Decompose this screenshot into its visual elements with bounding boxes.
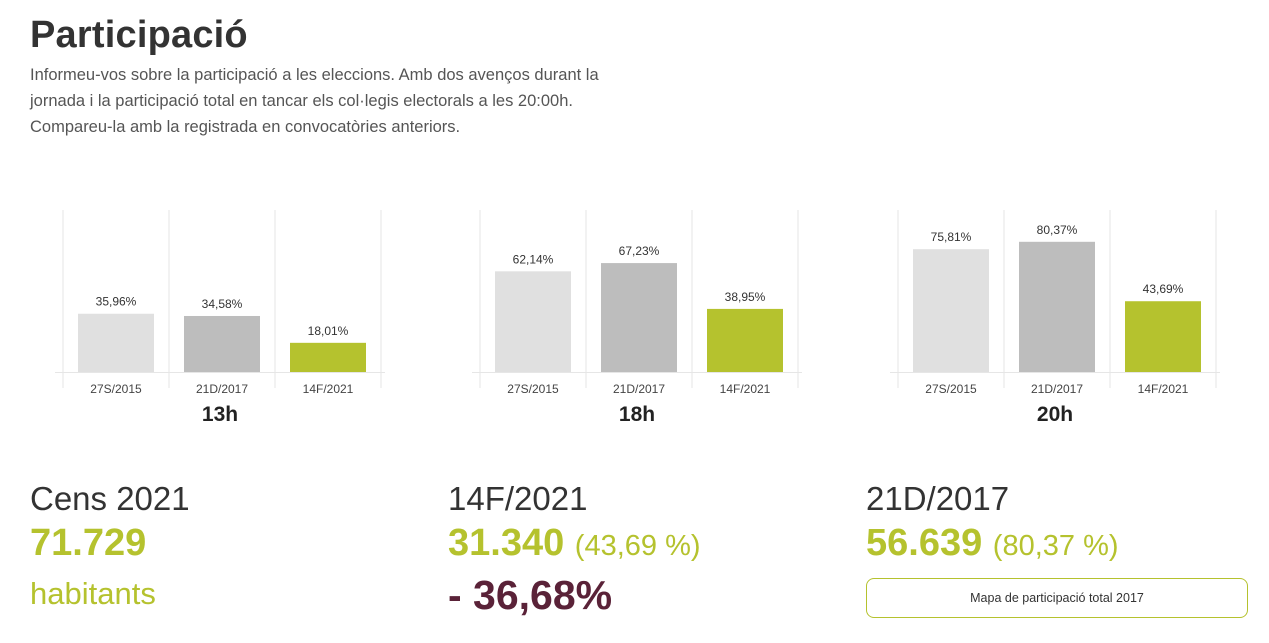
bar — [290, 342, 366, 372]
bar — [78, 313, 154, 372]
current-election-votes: 31.340 (43,69 %) — [448, 520, 848, 569]
bar-value-label: 18,01% — [308, 324, 349, 338]
current-election-label: 14F/2021 — [448, 480, 588, 517]
chart-18h-svg: 62,14% 27S/2015 67,23% 21D/2017 38,95% 14F/20… — [472, 210, 802, 395]
chart-18h: 62,14% 27S/2015 67,23% 21D/2017 38,95% 14F/20… — [472, 205, 802, 435]
bar-value-label: 80,37% — [1037, 223, 1078, 237]
previous-election-votes: 56.639 (80,37 %) — [866, 520, 1266, 569]
x-tick-label: 27S/2015 — [507, 382, 559, 395]
bar-value-label: 35,96% — [96, 295, 137, 309]
x-tick-label: 21D/2017 — [1031, 382, 1083, 395]
x-tick-label: 14F/2021 — [1138, 382, 1189, 395]
previous-election-pct: (80,37 %) — [992, 530, 1119, 562]
census-label: Cens 2021 — [30, 480, 190, 517]
bar — [184, 315, 260, 372]
bar-value-label: 62,14% — [513, 252, 554, 266]
x-tick-label: 27S/2015 — [90, 382, 142, 395]
census-unit: habitants — [30, 576, 156, 611]
bar — [1019, 241, 1095, 372]
bar — [601, 263, 677, 372]
previous-election-value: 56.639 — [866, 522, 983, 564]
current-election-stat: 14F/2021 31.340 (43,69 %) - 36,68% — [448, 478, 848, 619]
chart-20h: 75,81% 27S/2015 80,37% 21D/2017 43,69% 14F/20… — [890, 205, 1220, 435]
bar — [707, 308, 783, 372]
x-tick-label: 21D/2017 — [196, 382, 248, 395]
x-tick-label: 14F/2021 — [720, 382, 771, 395]
x-tick-label: 21D/2017 — [613, 382, 665, 395]
chart-13h: 35,96% 27S/2015 34,58% 21D/2017 18,01% 14F/20… — [55, 205, 385, 435]
page-title: Participació — [30, 14, 248, 56]
bar-value-label: 34,58% — [202, 297, 243, 311]
bar-value-label: 38,95% — [725, 290, 766, 304]
bar — [913, 249, 989, 372]
previous-election-label: 21D/2017 — [866, 480, 1010, 517]
census-stat: Cens 2021 71.729 habitants — [30, 478, 430, 614]
chart-20h-svg: 75,81% 27S/2015 80,37% 21D/2017 43,69% 14F/20… — [890, 210, 1220, 395]
bar — [1125, 301, 1201, 372]
census-value: 71.729 — [30, 522, 147, 564]
participation-change: - 36,68% — [448, 572, 613, 618]
current-election-value: 31.340 — [448, 522, 565, 564]
bar-value-label: 43,69% — [1143, 282, 1184, 296]
x-tick-label: 27S/2015 — [925, 382, 977, 395]
chart-13h-title: 13h — [201, 403, 239, 426]
bar-value-label: 75,81% — [931, 230, 972, 244]
chart-20h-title: 20h — [1036, 403, 1074, 426]
x-tick-label: 14F/2021 — [303, 382, 354, 395]
chart-18h-title: 18h — [618, 403, 656, 426]
participation-map-2017-button[interactable]: Mapa de participació total 2017 — [866, 578, 1248, 618]
current-election-pct: (43,69 %) — [574, 530, 701, 562]
chart-13h-svg: 35,96% 27S/2015 34,58% 21D/2017 18,01% 14F/20… — [55, 210, 385, 395]
bar — [495, 271, 571, 372]
intro-text: Informeu-vos sobre la participació a les… — [30, 66, 599, 136]
bar-value-label: 67,23% — [619, 244, 660, 258]
previous-election-stat: 21D/2017 56.639 (80,37 %) — [866, 478, 1266, 569]
